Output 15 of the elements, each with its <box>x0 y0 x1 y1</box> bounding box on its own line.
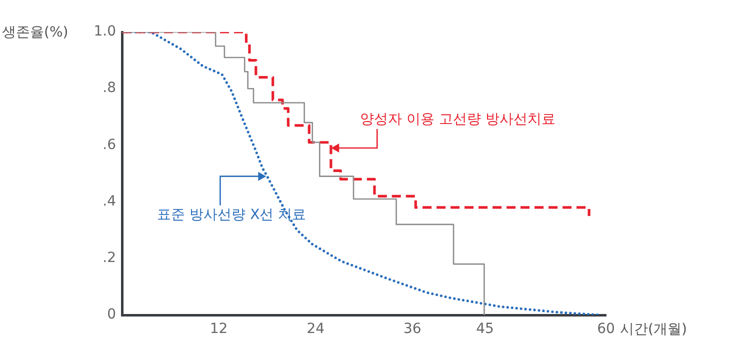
x-tick-label: 36 <box>403 321 422 338</box>
y-tick-label: .8 <box>102 80 116 96</box>
x-tick-label: 60 <box>597 321 615 338</box>
y-tick-label: 1.0 <box>94 24 116 40</box>
x-axis-title: 시간(개월) <box>620 322 687 338</box>
y-tick-label: .4 <box>102 193 116 210</box>
x-tick-label: 45 <box>476 321 494 338</box>
y-tick-label: 0 <box>107 306 116 323</box>
y-tick-label: .6 <box>102 136 116 153</box>
x-tick-label: 12 <box>210 321 228 338</box>
x-tick-label: 24 <box>306 321 325 338</box>
y-axis-title: 생존율(%) <box>2 24 68 41</box>
annotation: 양성자 이용 고선량 방사선치료 <box>360 112 556 128</box>
y-tick-label: .2 <box>102 250 116 266</box>
annotation: 표준 방사선량 X선 치료 <box>157 206 306 223</box>
